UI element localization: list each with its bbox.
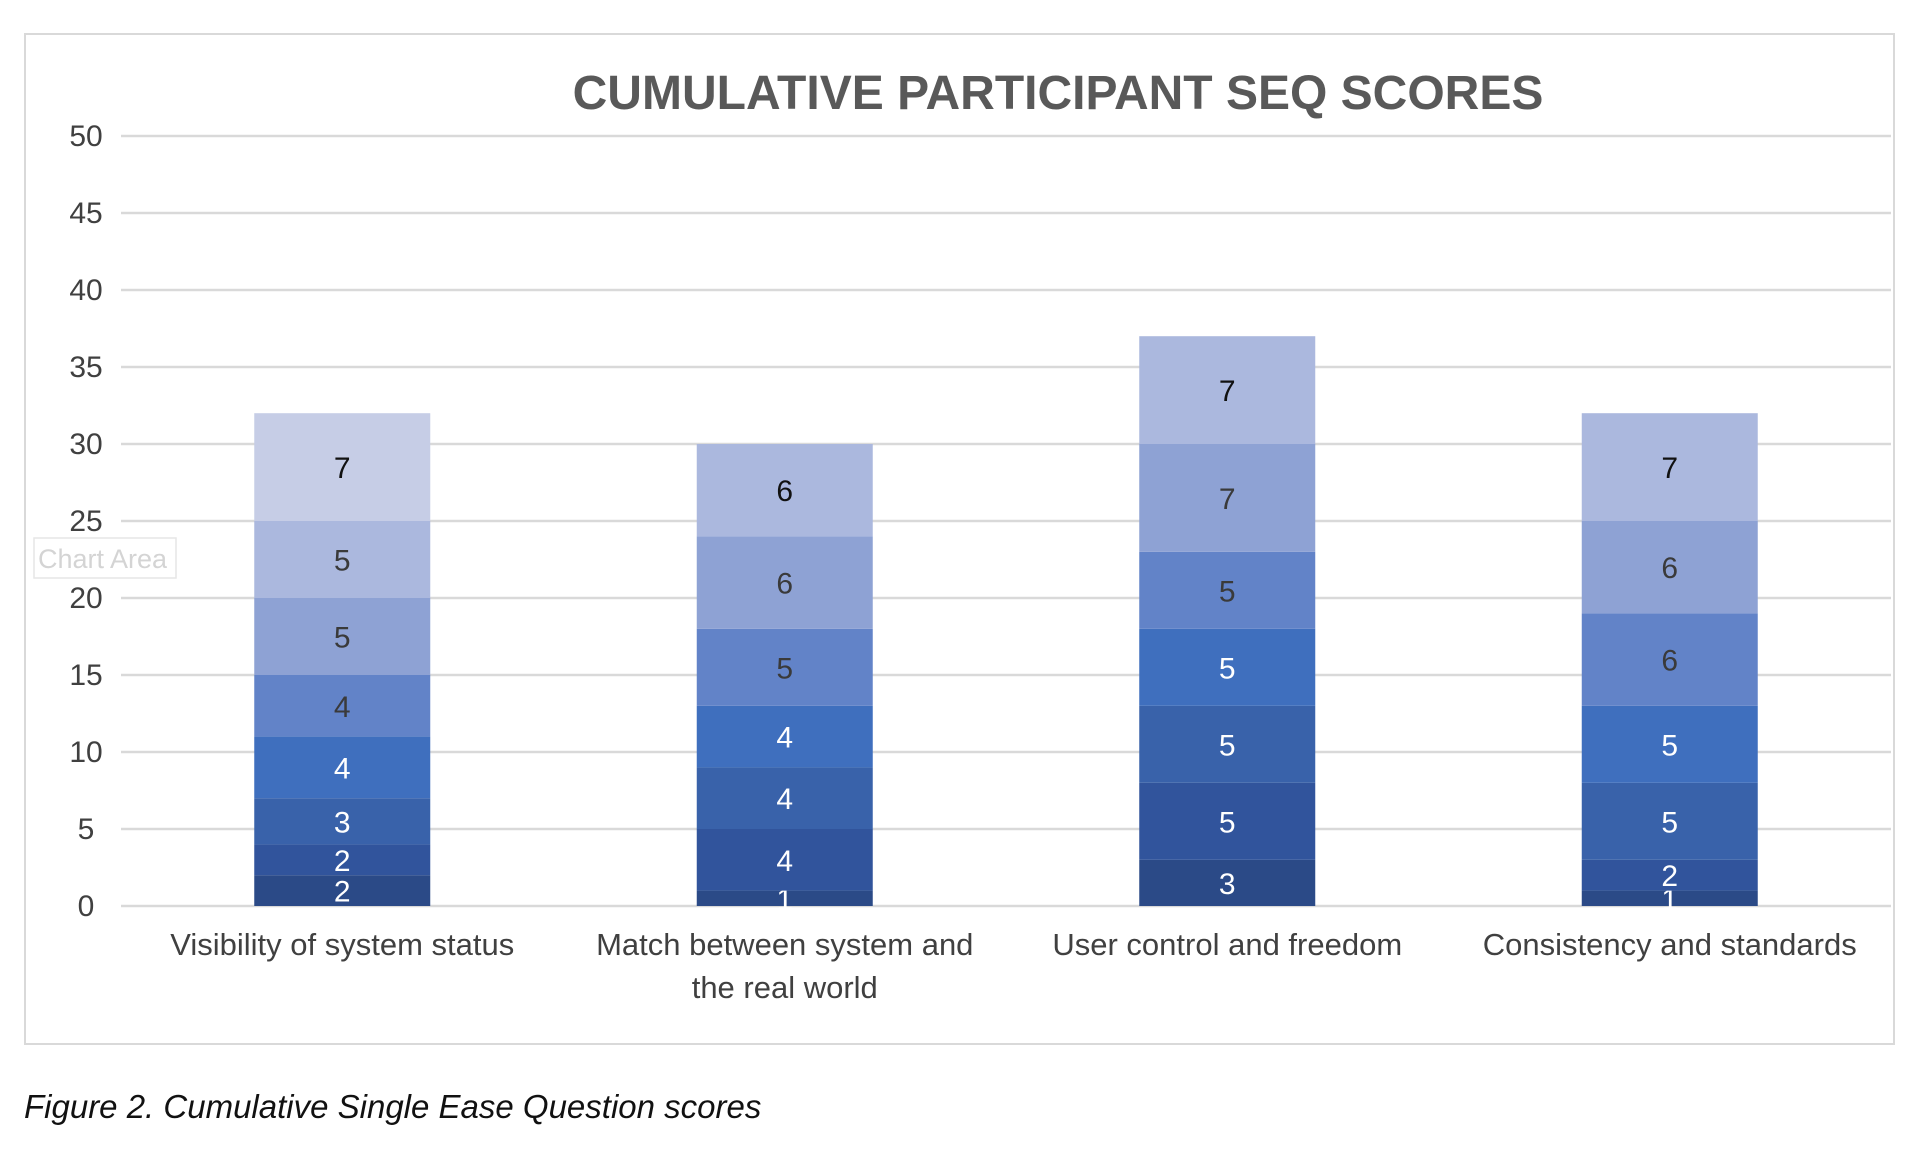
- bar-segment: [696, 628, 873, 706]
- bar-segment: [696, 829, 873, 891]
- data-label: 7: [1661, 452, 1678, 485]
- data-label: 6: [776, 568, 793, 601]
- data-label: 4: [776, 783, 793, 816]
- bar-segment: [696, 767, 873, 829]
- figure-caption: Figure 2. Cumulative Single Ease Questio…: [24, 1088, 762, 1125]
- bar-segment: [696, 890, 873, 906]
- bar-segment: [254, 521, 431, 598]
- y-tick-label: 0: [78, 890, 95, 923]
- data-label: 2: [334, 876, 351, 909]
- bar-segment: [254, 598, 431, 675]
- data-label: 3: [1219, 868, 1236, 901]
- data-label: 7: [1219, 375, 1236, 408]
- x-tick-label: Consistency and standards: [1483, 927, 1857, 962]
- data-label: 5: [1661, 806, 1678, 839]
- bar-segment: [1139, 551, 1316, 629]
- data-label: 6: [1661, 645, 1678, 678]
- y-tick-label: 5: [78, 813, 95, 846]
- stacked-bar-chart: CUMULATIVE PARTICIPANT SEQ SCORES 223445…: [33, 67, 1891, 1005]
- bar-segment: [1139, 444, 1316, 552]
- bar-segment: [696, 705, 873, 768]
- data-label: 5: [334, 545, 351, 578]
- bar-segment: [1581, 705, 1758, 783]
- bar-segment: [1139, 859, 1316, 906]
- data-label: 5: [334, 622, 351, 655]
- data-label: 4: [334, 691, 351, 724]
- data-label: 2: [1661, 860, 1678, 893]
- bar-segment: [1139, 628, 1316, 706]
- data-label: 2: [334, 845, 351, 878]
- data-label: 5: [1219, 806, 1236, 839]
- y-tick-label: 25: [69, 505, 102, 538]
- bar-segment: [696, 444, 873, 537]
- bar-segment: [1139, 705, 1316, 783]
- data-label: 5: [1219, 575, 1236, 608]
- y-tick-label: 30: [69, 428, 102, 461]
- data-label: 5: [1219, 729, 1236, 762]
- bar-segment: [254, 844, 431, 876]
- bar-segment: [254, 413, 431, 521]
- y-tick-label: 20: [69, 582, 102, 615]
- data-label: 7: [1219, 483, 1236, 516]
- data-label: 4: [334, 752, 351, 785]
- y-axis: 0 5 10 15 20 25 30 35 40 45 50: [69, 120, 102, 923]
- data-label: 1: [776, 883, 793, 916]
- bar-segment: [1139, 336, 1316, 444]
- data-label: 5: [1661, 729, 1678, 762]
- bar-segment: [1581, 613, 1758, 706]
- data-label: 4: [776, 845, 793, 878]
- x-tick-label: User control and freedom: [1052, 927, 1402, 962]
- bar-segment: [1581, 521, 1758, 614]
- y-tick-label: 10: [69, 736, 102, 769]
- data-label: 1: [1661, 883, 1678, 916]
- chart-title: CUMULATIVE PARTICIPANT SEQ SCORES: [573, 67, 1544, 120]
- bar-segment: [696, 536, 873, 629]
- y-tick-label: 45: [69, 197, 102, 230]
- bar-segment: [254, 675, 431, 737]
- y-tick-label: 35: [69, 351, 102, 384]
- data-label: 7: [334, 452, 351, 485]
- bar-segment: [254, 875, 431, 906]
- data-label: 6: [1661, 552, 1678, 585]
- data-label: 6: [776, 475, 793, 508]
- bar-segment: [1139, 782, 1316, 860]
- bar-segment: [1581, 859, 1758, 891]
- x-axis: Visibility of system status Match between…: [170, 927, 1856, 1005]
- x-tick-label: Match between system and the real world: [596, 927, 973, 1005]
- data-label: 5: [1219, 652, 1236, 685]
- y-tick-label: 50: [69, 120, 102, 153]
- x-tick-label: Visibility of system status: [170, 927, 514, 962]
- bar-segment: [1581, 413, 1758, 521]
- data-label: 5: [776, 652, 793, 685]
- chart-area-tooltip: Chart Area: [33, 537, 177, 579]
- bar-segment: [254, 798, 431, 845]
- bar-segment: [1581, 890, 1758, 906]
- tooltip-text: Chart Area: [38, 544, 168, 574]
- y-tick-label: 15: [69, 659, 102, 692]
- y-tick-label: 40: [69, 274, 102, 307]
- bar-segment: [254, 736, 431, 799]
- data-label: 3: [334, 806, 351, 839]
- bar-segment: [1581, 782, 1758, 860]
- data-label: 4: [776, 722, 793, 755]
